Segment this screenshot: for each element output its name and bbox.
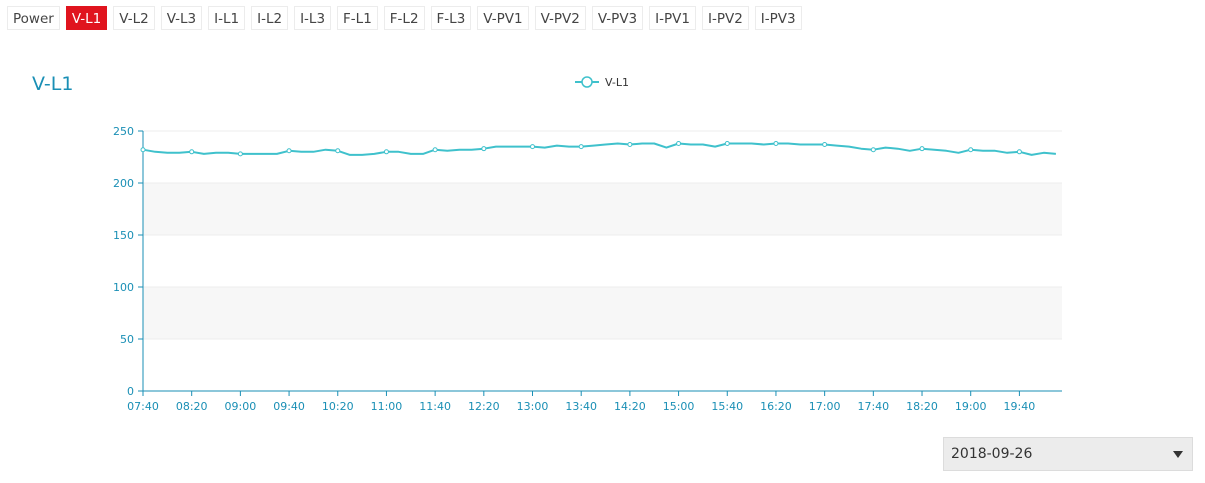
- data-point: [237, 151, 243, 157]
- legend-marker: [581, 76, 593, 88]
- y-tick-label: 150: [113, 229, 134, 242]
- x-tick-label: 13:40: [565, 400, 597, 413]
- data-point: [968, 147, 974, 153]
- line-chart: 0 50 100 150 200 250 07:40 08:20 09:00 09:40 10:20…: [113, 76, 1062, 413]
- x-tick-label: 09:40: [273, 400, 305, 413]
- x-tick-label: 13:00: [517, 400, 549, 413]
- data-point: [870, 147, 876, 153]
- date-select[interactable]: 2018-09-26: [943, 437, 1193, 471]
- x-tick-label: 08:20: [176, 400, 208, 413]
- x-tick-label: 07:40: [127, 400, 159, 413]
- tab-i-pv1[interactable]: I-PV1: [649, 6, 696, 30]
- data-point: [578, 144, 584, 150]
- data-point: [676, 140, 682, 146]
- data-point: [724, 140, 730, 146]
- tab-v-l2[interactable]: V-L2: [113, 6, 155, 30]
- tab-i-pv3[interactable]: I-PV3: [754, 6, 802, 30]
- data-point: [335, 148, 341, 154]
- x-tick-label: 16:20: [760, 400, 792, 413]
- tab-v-pv2[interactable]: V-PV2: [534, 6, 586, 30]
- tab-v-l1[interactable]: V-L1: [65, 6, 108, 30]
- tab-f-l1[interactable]: F-L1: [337, 6, 378, 30]
- grid-band: [143, 287, 1062, 339]
- x-tick-label: 11:40: [419, 400, 451, 413]
- x-tick-label: 19:40: [1004, 400, 1036, 413]
- y-tick-label: 200: [113, 177, 134, 190]
- chart-title: V-L1: [32, 73, 74, 95]
- x-tick-label: 17:40: [857, 400, 889, 413]
- x-tick-label: 10:20: [322, 400, 354, 413]
- data-point: [773, 140, 779, 146]
- tab-i-l2[interactable]: I-L2: [251, 6, 289, 30]
- y-tick-label: 100: [113, 281, 134, 294]
- x-tick-label: 12:20: [468, 400, 500, 413]
- date-select-value: 2018-09-26: [951, 446, 1033, 462]
- x-tick-label: 17:00: [809, 400, 841, 413]
- tab-i-pv2[interactable]: I-PV2: [701, 6, 749, 30]
- data-point: [140, 147, 146, 153]
- tab-v-pv1[interactable]: V-PV1: [477, 6, 529, 30]
- tab-f-l2[interactable]: F-L2: [383, 6, 425, 30]
- tab-power[interactable]: Power: [7, 6, 60, 30]
- x-tick-label: 15:00: [663, 400, 695, 413]
- chevron-down-icon: [1173, 451, 1183, 458]
- tab-i-l1[interactable]: I-L1: [208, 6, 246, 30]
- y-tick-label: 250: [113, 125, 134, 138]
- data-point: [627, 142, 633, 148]
- x-tick-label: 14:20: [614, 400, 646, 413]
- x-tick-label: 19:00: [955, 400, 987, 413]
- data-point: [189, 149, 195, 155]
- tab-i-l3[interactable]: I-L3: [294, 6, 332, 30]
- data-point: [481, 146, 487, 152]
- x-tick-label: 15:40: [711, 400, 743, 413]
- data-point: [383, 149, 389, 155]
- x-tick-label: 11:00: [371, 400, 403, 413]
- series-line: [142, 142, 1056, 156]
- data-point: [919, 146, 925, 152]
- y-tick-label: 50: [120, 333, 134, 346]
- data-point: [1016, 149, 1022, 155]
- x-tick-label: 18:20: [906, 400, 938, 413]
- grid-band: [143, 183, 1062, 235]
- data-point: [286, 148, 292, 154]
- tab-f-l3[interactable]: F-L3: [430, 6, 472, 30]
- y-tick-label: 0: [127, 385, 134, 398]
- data-point: [822, 142, 828, 148]
- legend-label: V-L1: [605, 76, 629, 89]
- data-point: [432, 147, 438, 153]
- x-tick-label: 09:00: [225, 400, 257, 413]
- tab-v-pv3[interactable]: V-PV3: [591, 6, 644, 30]
- data-point: [530, 144, 536, 150]
- metric-tab-bar: Power V-L1 V-L2 V-L3 I-L1 I-L2 I-L3 F-L1 F-L2 F-L…: [7, 6, 808, 30]
- tab-v-l3[interactable]: V-L3: [160, 6, 203, 30]
